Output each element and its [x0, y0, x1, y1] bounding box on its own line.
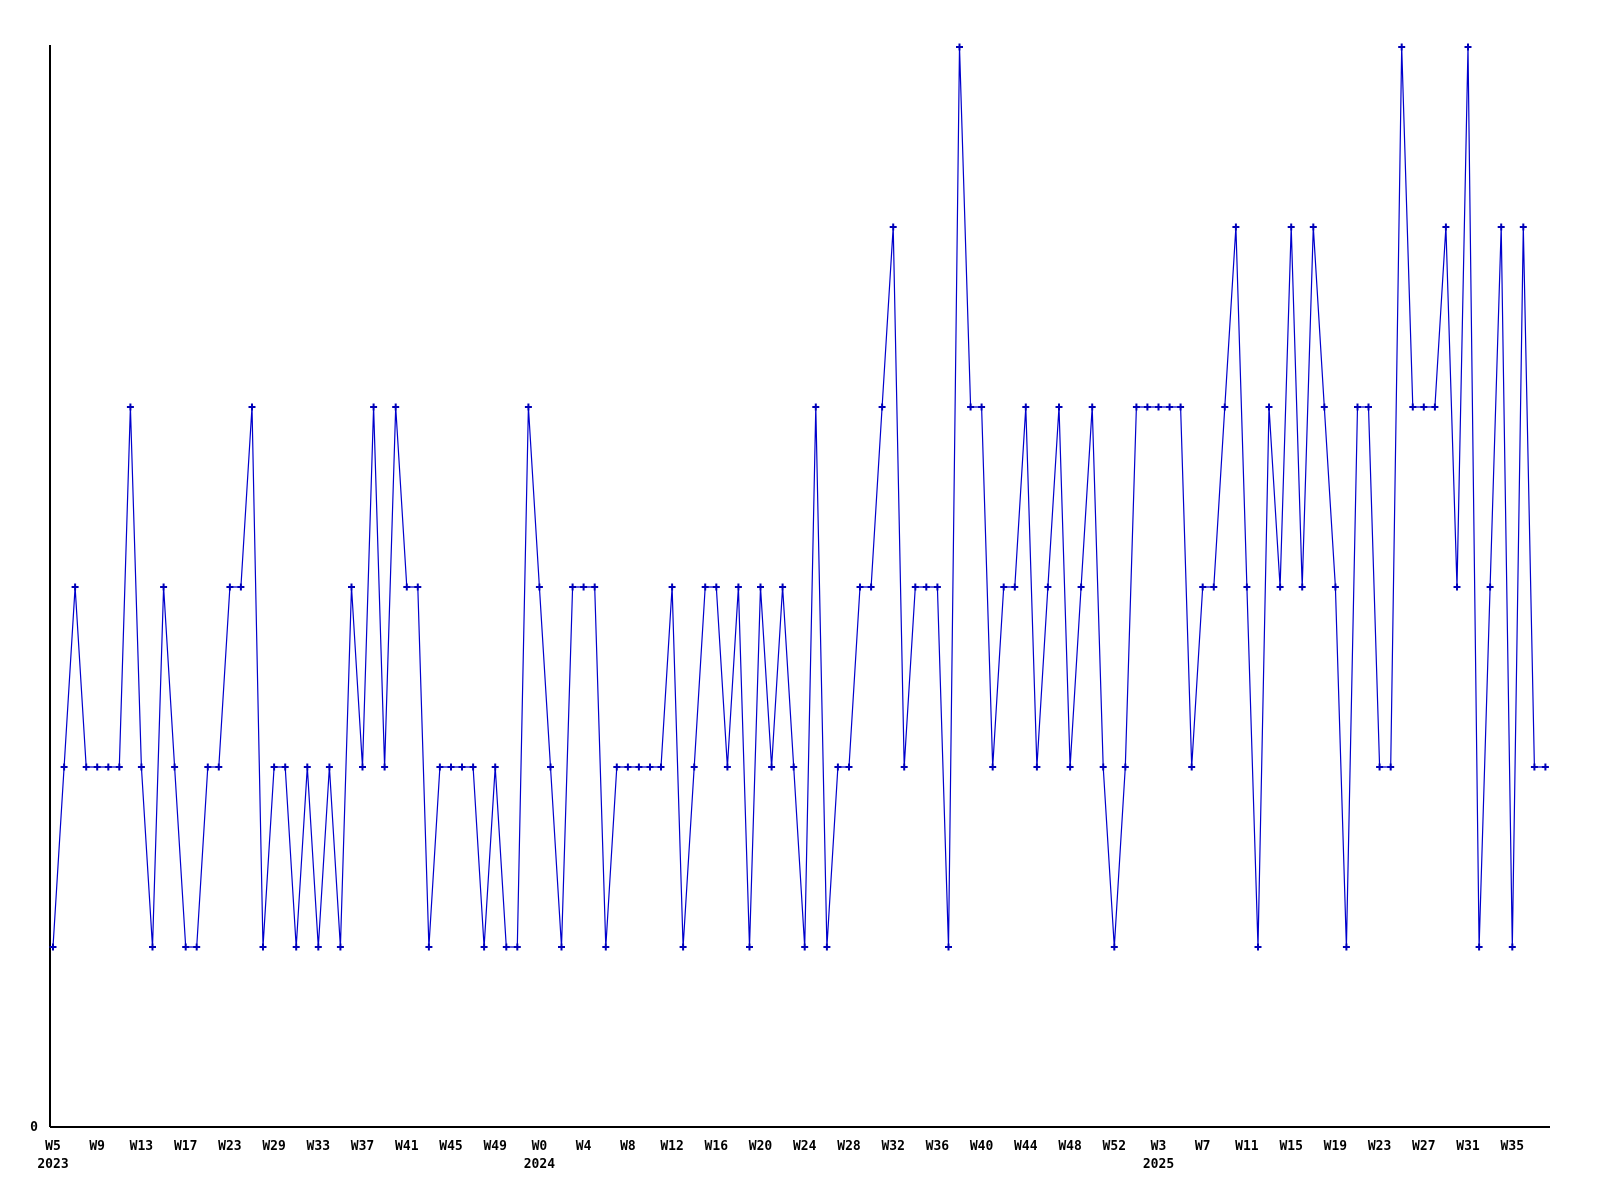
- series-line: [52, 46, 1546, 948]
- x-tick-label: W13: [130, 1139, 153, 1154]
- year-label: 2023: [37, 1157, 68, 1172]
- x-tick-label: W27: [1412, 1139, 1435, 1154]
- x-tick-label: W37: [351, 1139, 374, 1154]
- x-tick-label: W7: [1195, 1139, 1211, 1154]
- year-label: 2025: [1143, 1157, 1174, 1172]
- x-tick-label: W35: [1501, 1139, 1524, 1154]
- x-tick-label: W16: [705, 1139, 729, 1154]
- x-tick-label: W4: [576, 1139, 592, 1154]
- x-tick-label: W48: [1058, 1139, 1082, 1154]
- x-tick-label: W28: [837, 1139, 861, 1154]
- x-tick-label: W49: [483, 1139, 506, 1154]
- x-tick-label: W23: [1368, 1139, 1391, 1154]
- x-tick-label: W45: [439, 1139, 462, 1154]
- x-tick-label: W12: [660, 1139, 683, 1154]
- y-axis-zero-label: 0: [30, 1120, 38, 1135]
- x-tick-label: W8: [620, 1139, 636, 1154]
- x-tick-label: W36: [926, 1139, 950, 1154]
- x-tick-label: W17: [174, 1139, 197, 1154]
- x-tick-label: W29: [262, 1139, 285, 1154]
- x-tick-label: W0: [532, 1139, 548, 1154]
- x-tick-label: W31: [1456, 1139, 1480, 1154]
- x-tick-label: W52: [1103, 1139, 1126, 1154]
- x-tick-label: W23: [218, 1139, 241, 1154]
- x-tick-label: W20: [749, 1139, 773, 1154]
- x-tick-label: W11: [1235, 1139, 1259, 1154]
- x-tick-label: W40: [970, 1139, 994, 1154]
- x-tick-label: W41: [395, 1139, 419, 1154]
- x-tick-label: W32: [881, 1139, 904, 1154]
- x-tick-label: W15: [1279, 1139, 1302, 1154]
- x-tick-label: W44: [1014, 1139, 1038, 1154]
- x-tick-label: W3: [1151, 1139, 1167, 1154]
- x-tick-label: W9: [89, 1139, 105, 1154]
- x-tick-label: W33: [307, 1139, 330, 1154]
- data-point-markers: [49, 43, 1549, 951]
- x-tick-label: W24: [793, 1139, 817, 1154]
- x-tick-label: W19: [1324, 1139, 1347, 1154]
- x-tick-label: W5: [45, 1139, 61, 1154]
- year-label: 2024: [524, 1157, 555, 1172]
